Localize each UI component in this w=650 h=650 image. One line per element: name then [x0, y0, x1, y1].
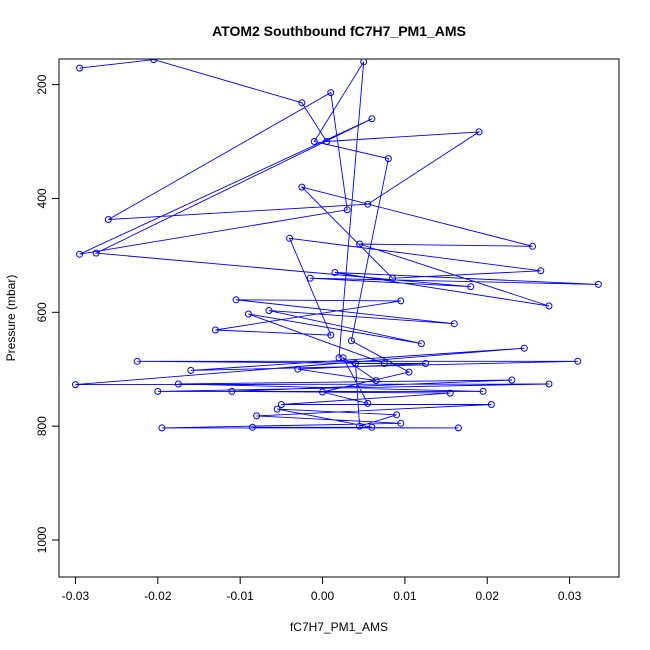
data-point	[529, 242, 536, 250]
y-axis-label: Pressure (mbar)	[4, 275, 18, 362]
data-point	[393, 411, 401, 419]
data-point	[372, 377, 380, 385]
data-point	[187, 366, 195, 374]
data-point	[76, 64, 84, 72]
data-point	[347, 337, 355, 345]
data-point	[508, 376, 516, 384]
data-point	[368, 115, 376, 123]
data-point	[364, 200, 372, 208]
data-point	[487, 401, 495, 408]
data-point	[76, 250, 84, 258]
data-point	[368, 423, 376, 431]
x-tick-label: 0.01	[393, 589, 417, 603]
data-point	[249, 423, 256, 431]
x-tick-label: 0.00	[311, 589, 335, 603]
data-point	[417, 340, 425, 348]
data-point	[92, 249, 100, 257]
y-tick-label: 800	[35, 416, 49, 436]
series-line	[75, 59, 599, 429]
chart-title: ATOM2 Southbound fC7H7_PM1_AMS	[212, 23, 466, 39]
data-point	[319, 388, 326, 396]
data-point	[327, 331, 335, 339]
data-point	[158, 424, 166, 432]
data-point	[356, 422, 364, 430]
data-point	[286, 234, 294, 242]
data-point	[545, 302, 553, 310]
data-point	[228, 387, 236, 395]
data-point	[265, 307, 273, 315]
data-point	[520, 344, 528, 352]
data-point	[574, 357, 582, 365]
x-tick-label: 0.03	[558, 589, 582, 603]
data-point	[450, 320, 458, 328]
data-point	[475, 128, 483, 136]
data-point	[323, 138, 331, 145]
data-point	[331, 269, 339, 276]
y-axis: 200 400 600 800 1000	[35, 74, 59, 553]
data-point	[397, 297, 405, 305]
data-point	[335, 354, 343, 362]
data-point	[327, 89, 335, 97]
x-tick-label: 0.02	[476, 589, 500, 603]
data-point	[133, 357, 141, 365]
data-point	[446, 389, 454, 397]
x-axis: -0.03 -0.02 -0.01 0.00 0.01 0.02 0.03	[62, 577, 582, 603]
data-point	[298, 99, 306, 107]
data-point	[397, 419, 405, 427]
data-point	[306, 274, 314, 282]
x-tick-label: -0.01	[226, 589, 254, 603]
y-tick-label: 200	[35, 74, 49, 94]
data-point	[72, 381, 79, 389]
data-point	[537, 267, 545, 275]
data-point	[479, 387, 487, 395]
data-point	[364, 399, 372, 407]
data-point	[154, 387, 162, 395]
data-point	[232, 296, 240, 304]
y-tick-label: 600	[35, 302, 49, 322]
data-point	[384, 155, 392, 163]
data-point	[454, 424, 462, 432]
data-point	[545, 380, 553, 388]
data-point	[104, 216, 112, 223]
data-point	[380, 360, 388, 367]
data-point	[294, 365, 302, 373]
plot-frame	[58, 58, 620, 578]
data-point	[389, 274, 396, 282]
data-point	[298, 183, 306, 191]
data-point	[174, 380, 182, 388]
y-tick-label: 400	[35, 188, 49, 208]
data-point	[273, 405, 281, 413]
data-point	[352, 360, 359, 367]
data-point	[356, 240, 364, 248]
data-point	[594, 280, 602, 288]
data-point	[277, 401, 285, 408]
data-point	[212, 326, 219, 334]
data-point	[150, 59, 158, 64]
data-point	[422, 360, 429, 367]
x-tick-label: -0.03	[62, 589, 90, 603]
data-point	[360, 59, 368, 66]
x-axis-label: fC7H7_PM1_AMS	[290, 620, 388, 634]
data-point	[343, 206, 351, 214]
data-point	[310, 138, 318, 145]
data-point	[253, 412, 261, 420]
data-point	[339, 354, 347, 362]
plot-area	[72, 59, 602, 432]
y-tick-label: 1000	[35, 526, 49, 553]
data-point	[244, 310, 252, 318]
data-point	[467, 283, 475, 291]
data-point	[405, 368, 413, 376]
x-tick-label: -0.02	[144, 589, 172, 603]
